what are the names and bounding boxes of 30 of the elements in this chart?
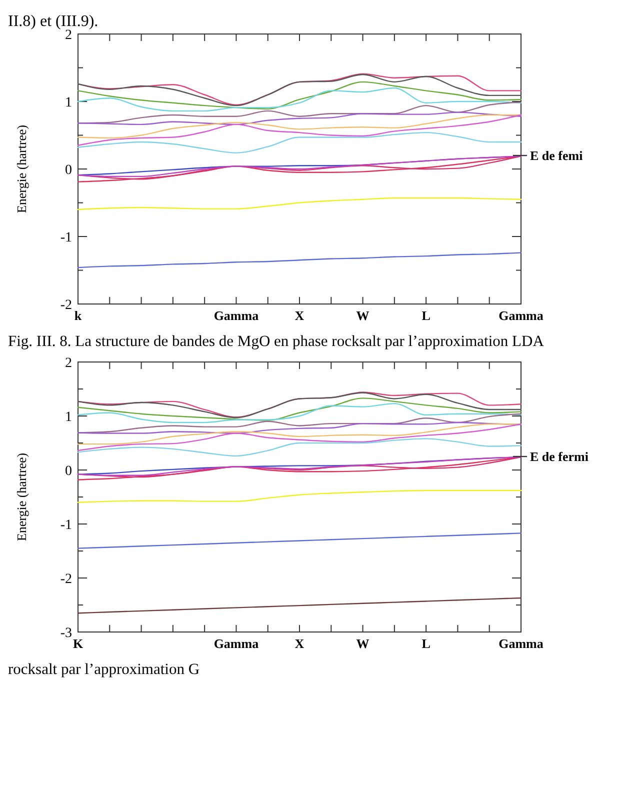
y-tick-label: 1: [65, 95, 72, 110]
ref-line-label: E de femi: [530, 148, 584, 164]
y-axis-title: Energie (hartree): [14, 452, 29, 542]
x-tick-label: k: [74, 308, 82, 323]
y-tick-label: -1: [60, 230, 72, 246]
y-tick-label: 1: [65, 410, 72, 425]
chart-subtitle: II.8) et (III.9).: [8, 13, 98, 30]
y-tick-label: 0: [65, 162, 72, 178]
text: rocksalt par l’approximation G: [8, 661, 200, 678]
x-tick-label: K: [72, 636, 84, 651]
y-tick-label: -3: [60, 626, 72, 641]
x-tick-label: L: [422, 636, 431, 651]
x-tick-label: Gamma: [498, 636, 544, 651]
x-tick-label: Gamma: [498, 308, 544, 323]
y-tick-label: 0: [65, 464, 72, 479]
x-tick-label: Gamma: [214, 308, 260, 323]
y-tick-label: -2: [60, 572, 72, 587]
y-tick-label: 2: [65, 28, 72, 43]
ref-line-label: E de fermi: [530, 449, 589, 464]
x-tick-label: X: [294, 308, 305, 323]
y-axis-title: Energie (hartree): [14, 124, 29, 214]
x-tick-label: L: [422, 308, 431, 323]
y-tick-label: 2: [65, 356, 72, 371]
x-tick-label: W: [356, 636, 370, 651]
y-tick-label: -1: [60, 518, 72, 533]
x-tick-label: W: [356, 308, 370, 323]
text: Fig. III. 8. La structure de bandes de MgO en phase rocksalt par l’approximation LDA: [8, 333, 545, 350]
y-tick-label: -2: [60, 298, 72, 313]
x-tick-label: Gamma: [214, 636, 260, 651]
x-tick-label: X: [294, 636, 305, 651]
